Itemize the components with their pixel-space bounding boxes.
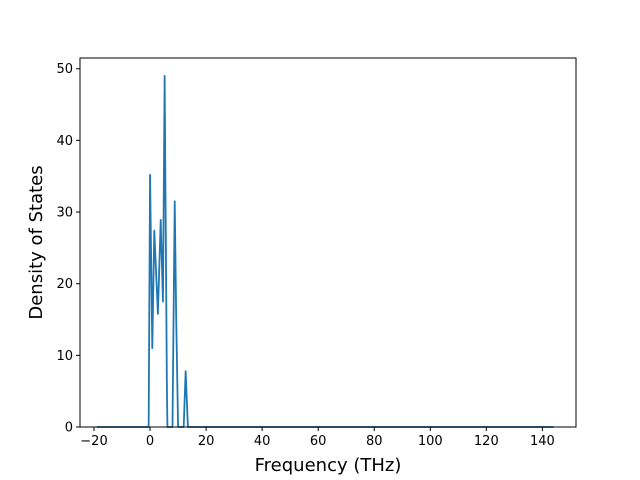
axes-frame [79, 57, 577, 428]
x-tick-label: 40 [254, 434, 271, 449]
y-tick-label: 50 [56, 62, 73, 77]
y-axis-label: Density of States [26, 165, 47, 319]
y-tick-label: 40 [56, 134, 73, 149]
x-axis-ticks: −20 0 20 40 60 80 100 120 140 [80, 427, 555, 449]
x-tick-label: 120 [474, 434, 499, 449]
y-tick-label: 0 [65, 421, 73, 436]
x-tick-label: 140 [530, 434, 555, 449]
x-axis-label: Frequency (THz) [255, 455, 402, 476]
plot-area [96, 75, 554, 428]
dos-series-line [96, 75, 554, 428]
x-tick-label: 0 [146, 434, 154, 449]
y-tick-label: 10 [56, 349, 73, 364]
y-axis-ticks: 0 10 20 30 40 50 [56, 62, 80, 436]
x-tick-label: −20 [80, 434, 107, 449]
x-tick-label: 20 [198, 434, 215, 449]
y-tick-label: 30 [56, 206, 73, 221]
x-tick-label: 100 [418, 434, 443, 449]
x-tick-label: 80 [366, 434, 383, 449]
y-tick-label: 20 [56, 277, 73, 292]
x-tick-label: 60 [310, 434, 327, 449]
